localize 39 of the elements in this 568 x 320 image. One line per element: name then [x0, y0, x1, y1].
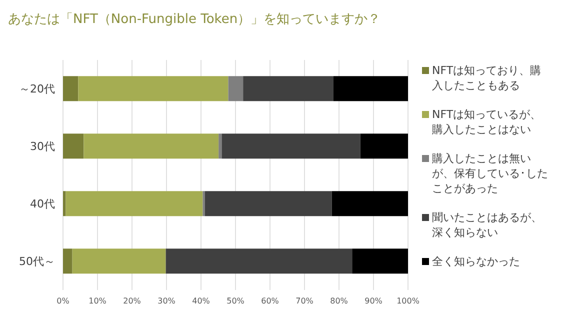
y-tick-label: 40代: [30, 198, 55, 211]
y-tick-label: 30代: [30, 140, 55, 154]
legend-label: NFTは知っており、購入したこともある: [432, 63, 542, 93]
bar: [63, 134, 84, 159]
x-tick-label: 50%: [226, 296, 245, 306]
bar: [78, 76, 228, 102]
x-tick-label: 40%: [192, 296, 210, 306]
x-tick-label: 30%: [158, 296, 176, 306]
x-tick-label: 90%: [364, 296, 383, 306]
x-tick-label: 80%: [330, 296, 348, 306]
x-tick-label: 100%: [396, 296, 420, 306]
bar: [352, 248, 408, 274]
bar: [166, 248, 352, 274]
legend-label: 聞いたことはあるが、深く知らない: [432, 210, 543, 240]
x-tick-label: 60%: [261, 296, 280, 306]
bar: [222, 134, 360, 159]
bar: [332, 191, 408, 216]
bar: [63, 248, 72, 274]
bar: [63, 76, 78, 102]
x-tick-label: 20%: [123, 296, 142, 306]
bar: [204, 191, 332, 216]
x-tick-label: 10%: [88, 296, 107, 306]
legend-label: 購入したことは無いが、保有している･したことがあった: [432, 151, 549, 196]
bar: [218, 134, 222, 159]
legend-label: 全く知らなかった: [432, 254, 520, 269]
x-tick-label: 0%: [56, 296, 70, 306]
bar: [84, 134, 219, 159]
bar: [72, 248, 166, 274]
legend-label: NFTは知っているが、購入したことはない: [432, 107, 542, 137]
bar: [63, 191, 66, 216]
chart-title: あなたは「NFT（Non-Fungible Token）」を知っていますか？: [8, 11, 382, 29]
y-tick-label: ～20代: [19, 82, 55, 96]
bar: [333, 76, 408, 102]
y-tick-label: 50代～: [19, 255, 55, 268]
bar: [243, 76, 334, 102]
x-tick-label: 70%: [296, 296, 314, 306]
bar: [66, 191, 203, 216]
bar: [360, 134, 408, 159]
bar: [228, 76, 244, 102]
